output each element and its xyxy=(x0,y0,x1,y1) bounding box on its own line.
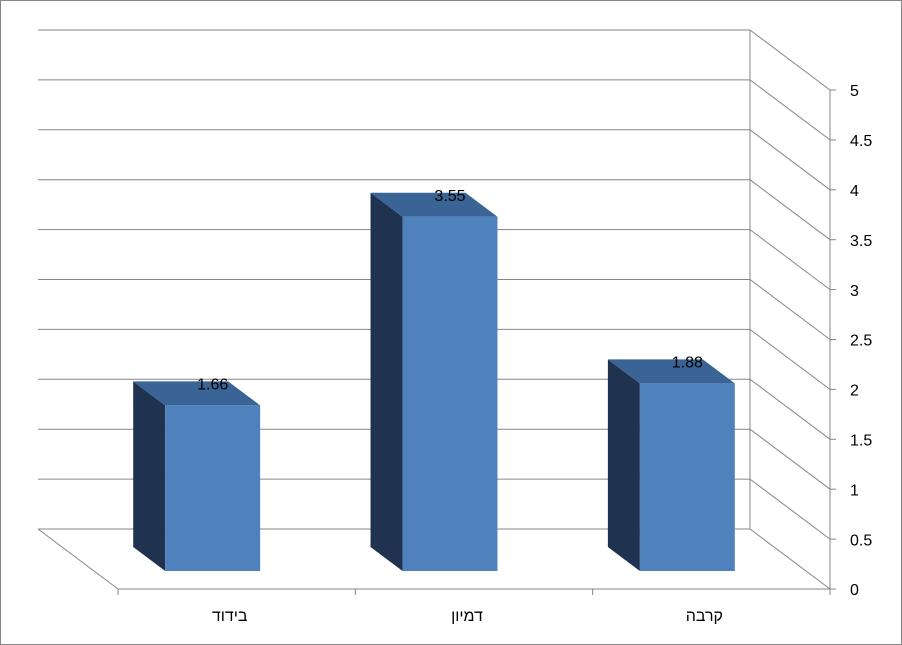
x-tick-label: דמיון xyxy=(451,608,483,625)
bar-side xyxy=(607,359,640,571)
grid-line-side xyxy=(749,29,831,91)
bar-top xyxy=(370,192,498,217)
x-tick-label: בידוד xyxy=(212,608,248,625)
y-tick-label: 3.5 xyxy=(850,233,872,250)
grid-line-side xyxy=(749,478,831,540)
y-tick-label: 0 xyxy=(850,582,859,599)
grid-line-side xyxy=(749,328,831,390)
grid-line-side xyxy=(749,528,831,590)
y-tick-label: 0.5 xyxy=(850,532,872,549)
x-tick-label: קרבה xyxy=(686,608,723,625)
y-tick-label: 1.5 xyxy=(850,433,872,450)
y-tick-label: 2.5 xyxy=(850,333,872,350)
y-tick-label: 5 xyxy=(850,83,859,100)
bar xyxy=(402,216,498,571)
bar-top xyxy=(133,381,261,406)
y-tick-label: 1 xyxy=(850,482,859,499)
grid-line-side xyxy=(749,179,831,241)
bar xyxy=(165,405,261,571)
grid-line-side xyxy=(749,428,831,490)
grid-line-side xyxy=(749,378,831,440)
grid-line-side xyxy=(749,229,831,291)
y-tick-label: 2 xyxy=(850,383,859,400)
value-label: 1.88 xyxy=(672,355,703,372)
grid-line-side xyxy=(749,279,831,340)
bar-side xyxy=(133,381,166,571)
bar-top xyxy=(607,359,735,384)
value-label: 3.55 xyxy=(434,188,465,205)
grid-line-side xyxy=(749,129,831,191)
grid-line-side xyxy=(749,79,831,141)
y-tick-label: 4 xyxy=(850,183,859,200)
value-label: 1.66 xyxy=(197,377,228,394)
bar-side xyxy=(370,192,403,571)
y-tick-label: 4.5 xyxy=(850,133,872,150)
y-tick-label: 3 xyxy=(850,283,859,300)
bar xyxy=(639,383,735,571)
floor-edge xyxy=(37,528,119,590)
